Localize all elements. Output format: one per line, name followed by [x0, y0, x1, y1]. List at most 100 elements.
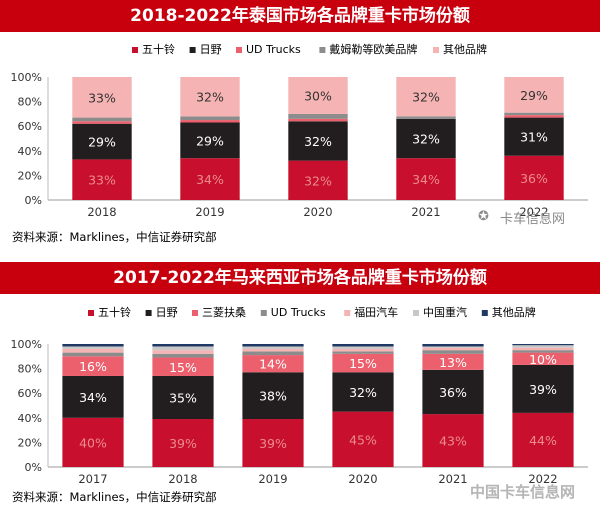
bar-segment [62, 344, 124, 347]
data-label: 34% [196, 172, 224, 187]
bar-segment [180, 120, 240, 123]
legend-label: 三菱扶桑 [202, 305, 246, 319]
bar-segment [332, 353, 394, 373]
data-label: 36% [439, 385, 467, 400]
bar-segment [62, 348, 124, 353]
bar-segment [242, 344, 304, 347]
bar-segment [396, 77, 456, 117]
bar-segment [422, 350, 484, 354]
legend-swatch [88, 310, 94, 316]
bar-segment [152, 344, 214, 347]
bar-segment [512, 412, 574, 467]
bar-segment [422, 346, 484, 348]
legend-label: 中国重汽 [423, 305, 467, 319]
y-tick-label: 0% [25, 461, 42, 474]
chart-panel-thailand: 2018-2022年泰国市场各品牌重卡市场份额 五十铃 日野 UD Trucks 戴姆… [0, 0, 600, 250]
bar-segment [242, 351, 304, 356]
data-label: 32% [412, 132, 440, 147]
chart-thailand: 五十铃 日野 UD Trucks 戴姆勒等欧美品牌 其他品牌 0% 20% 40% 60% 80%… [11, 42, 588, 219]
bar-segment [152, 353, 214, 358]
bar-segment [152, 357, 214, 376]
legend-label: 日野 [156, 306, 178, 319]
data-label: 33% [88, 90, 116, 105]
bar-segment [332, 346, 394, 349]
legend-swatch [413, 310, 419, 316]
x-tick-label: 2022 [519, 205, 548, 219]
bar-segment [512, 364, 574, 413]
data-label: 39% [529, 382, 557, 397]
bar-segment [72, 121, 132, 124]
legend-swatch [236, 47, 242, 53]
data-label: 32% [196, 90, 224, 105]
y-tick-label: 0% [25, 194, 42, 207]
bar-segment [504, 117, 564, 156]
data-label: 10% [529, 352, 557, 367]
legend-label: 五十铃 [98, 305, 131, 319]
x-tick-label: 2019 [195, 205, 224, 219]
data-label: 15% [169, 360, 197, 375]
data-label: 34% [79, 390, 107, 405]
data-label: 29% [88, 135, 116, 150]
data-label: 34% [412, 172, 440, 187]
legend-swatch [319, 47, 326, 53]
bar-segment [504, 155, 564, 200]
chart-malaysia: 五十铃 日野 三菱扶桑 UD Trucks 福田汽车 中国重汽 其他品牌 0% 20% 40% 60… [11, 305, 588, 486]
y-tick-label: 80% [18, 96, 42, 109]
bar-segment [288, 121, 348, 161]
wechat-icon: ✪ [478, 209, 489, 224]
bar-segment [332, 372, 394, 412]
bar-segment [288, 160, 348, 200]
data-label: 33% [88, 173, 116, 188]
y-tick-label: 80% [18, 363, 42, 376]
data-label: 35% [169, 391, 197, 406]
legend-swatch [481, 310, 488, 316]
legend-label: UD Trucks [246, 43, 301, 56]
x-tick-label: 2018 [168, 472, 197, 486]
legend-label: 其他品牌 [443, 42, 487, 56]
bar-segment [512, 347, 574, 351]
bar-segment [62, 352, 124, 357]
data-label: 43% [439, 434, 467, 449]
bar-segment [422, 369, 484, 415]
bar-segment [152, 375, 214, 420]
legend-label: 福田汽车 [354, 305, 398, 319]
legend-swatch [260, 310, 267, 316]
bar-segment [152, 346, 214, 351]
bar-segment [512, 352, 574, 365]
legend-label: 日野 [200, 43, 222, 56]
bar-segment [504, 115, 564, 118]
bar-segment [72, 77, 132, 118]
bar-segment [512, 350, 574, 353]
watermark-top: 卡车信息网 [500, 212, 566, 227]
source-note-thailand: 资料来源：Marklines，中信证券研究部 [12, 230, 217, 244]
data-label: 29% [196, 133, 224, 148]
data-label: 32% [304, 173, 332, 188]
bar-segment [242, 372, 304, 420]
bar-segment [62, 417, 124, 467]
bar-segment [152, 350, 214, 354]
bar-segment [422, 353, 484, 370]
bar-segment [288, 118, 348, 122]
data-label: 13% [439, 355, 467, 370]
legend-label: 五十铃 [142, 42, 175, 56]
data-label: 38% [259, 389, 287, 404]
data-label: 39% [259, 436, 287, 451]
bar-segment [396, 118, 456, 159]
bar-segment [180, 116, 240, 121]
y-tick-label: 100% [11, 338, 42, 351]
bar-segment [332, 411, 394, 467]
bar-segment [332, 348, 394, 352]
data-label: 15% [349, 356, 377, 371]
chart-title-thailand: 2018-2022年泰国市场各品牌重卡市场份额 [0, 0, 600, 32]
y-tick-label: 20% [18, 169, 42, 182]
bar-segment [180, 158, 240, 200]
legend-swatch [433, 47, 439, 53]
bar-segment [62, 346, 124, 349]
x-tick-label: 2018 [87, 205, 116, 219]
data-label: 44% [529, 433, 557, 448]
x-tick-label: 2020 [303, 205, 332, 219]
bar-segment [512, 344, 574, 346]
x-tick-label: 2022 [528, 472, 557, 486]
bar-segment [62, 356, 124, 376]
chart-panel-malaysia: 2017-2022年马来西亚市场各品牌重卡市场份额 五十铃 日野 三菱扶桑 UD Tr… [0, 262, 600, 504]
